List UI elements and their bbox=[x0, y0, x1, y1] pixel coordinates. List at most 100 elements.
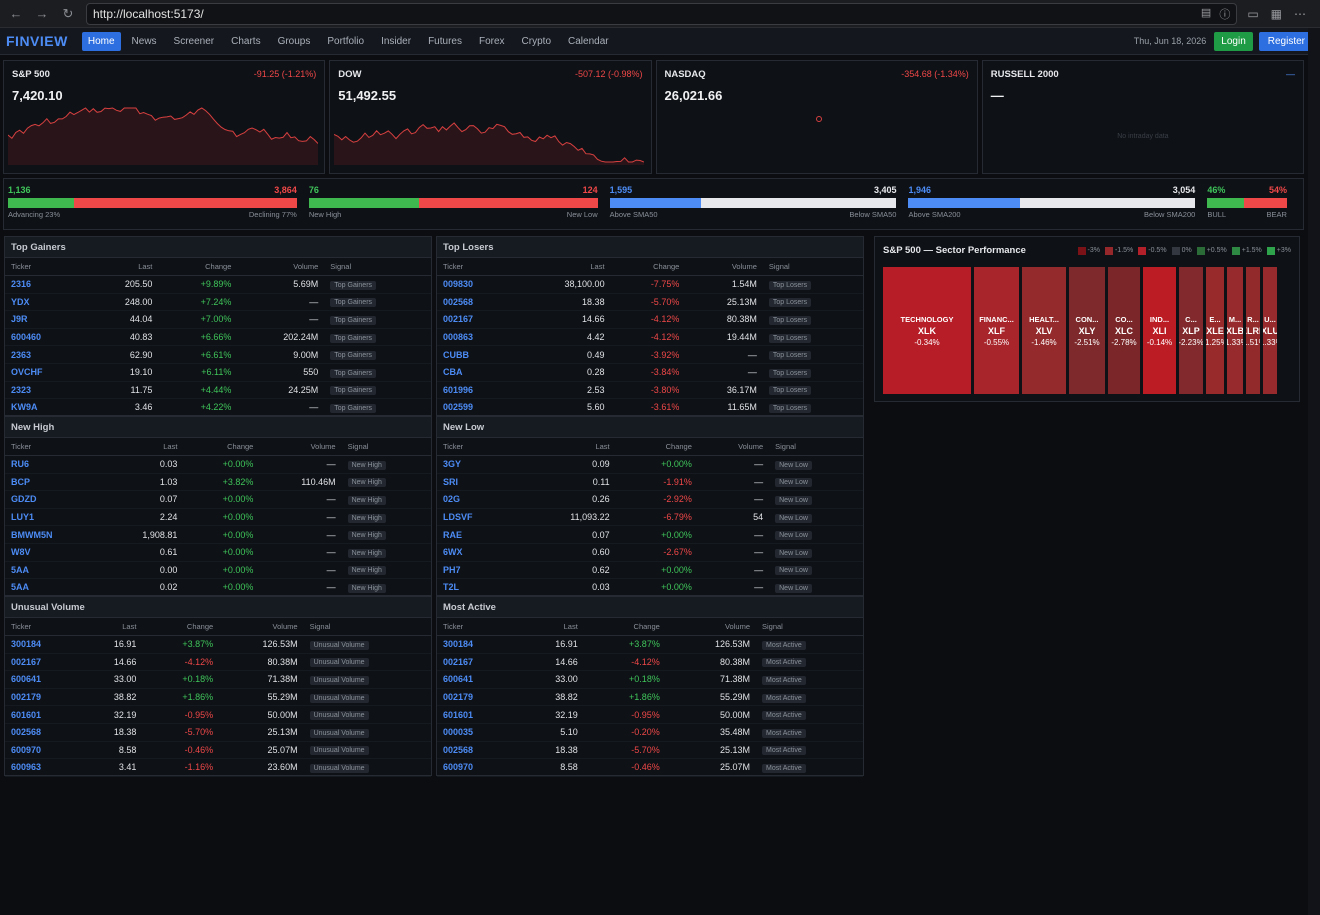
table-row[interactable]: 6WX 0.60 -2.67% — New Low bbox=[437, 543, 863, 562]
table-row[interactable]: 600460 40.83 +6.66% 202.24M Top Gainers bbox=[5, 328, 431, 347]
table-row[interactable]: 2323 11.75 +4.44% 24.25M Top Gainers bbox=[5, 381, 431, 400]
column-header[interactable]: Signal bbox=[303, 618, 431, 636]
table-row[interactable]: 3GY 0.09 +0.00% — New Low bbox=[437, 455, 863, 474]
ticker-link[interactable]: OVCHF bbox=[5, 363, 86, 382]
ticker-link[interactable]: 5AA bbox=[5, 561, 100, 580]
column-header[interactable]: Last bbox=[80, 618, 143, 636]
sector-tile[interactable]: IND... XLI -0.14% bbox=[1143, 267, 1176, 394]
sector-tile[interactable]: CO... XLC -2.78% bbox=[1108, 267, 1140, 394]
column-header[interactable]: Volume bbox=[219, 618, 304, 636]
column-header[interactable]: Volume bbox=[685, 258, 763, 276]
column-header[interactable]: Last bbox=[516, 438, 616, 456]
column-header[interactable]: Signal bbox=[762, 258, 863, 276]
table-row[interactable]: 300184 16.91 +3.87% 126.53M Most Active bbox=[437, 635, 863, 654]
scrollbar[interactable] bbox=[1308, 28, 1320, 915]
ticker-link[interactable]: 600641 bbox=[5, 670, 81, 689]
logo[interactable]: FINVIEW bbox=[6, 33, 68, 49]
ticker-link[interactable]: PH7 bbox=[437, 561, 517, 580]
column-header[interactable]: Change bbox=[615, 438, 698, 456]
nav-link-futures[interactable]: Futures bbox=[428, 35, 462, 47]
ticker-link[interactable]: SRI bbox=[437, 473, 517, 492]
table-row[interactable]: J9R 44.04 +7.00% — Top Gainers bbox=[5, 310, 431, 329]
ticker-link[interactable]: 600970 bbox=[437, 758, 518, 777]
reader-icon[interactable]: ▤ bbox=[1200, 6, 1212, 19]
column-header[interactable]: Volume bbox=[665, 618, 756, 636]
table-row[interactable]: 600963 3.41 -1.16% 23.60M Unusual Volume bbox=[5, 758, 431, 777]
ticker-link[interactable]: RU6 bbox=[5, 455, 100, 474]
column-header[interactable]: Signal bbox=[769, 438, 863, 456]
ticker-link[interactable]: 002167 bbox=[437, 653, 518, 672]
table-row[interactable]: 600641 33.00 +0.18% 71.38M Most Active bbox=[437, 670, 863, 689]
ticker-link[interactable]: 2363 bbox=[5, 345, 86, 364]
ticker-link[interactable]: 600963 bbox=[5, 758, 81, 777]
table-row[interactable]: 002599 5.60 -3.61% 11.65M Top Losers bbox=[437, 398, 863, 417]
info-icon[interactable]: ⓘ bbox=[1219, 8, 1231, 21]
address-bar[interactable]: http://localhost:5173/ ▤ ⓘ bbox=[86, 2, 1238, 25]
table-row[interactable]: 002568 18.38 -5.70% 25.13M Top Losers bbox=[437, 293, 863, 312]
register-button[interactable]: Register bbox=[1258, 31, 1314, 51]
table-row[interactable]: 601601 32.19 -0.95% 50.00M Unusual Volume bbox=[5, 705, 431, 724]
sector-tile[interactable]: E...XLE-1.25% bbox=[1206, 267, 1224, 394]
column-header[interactable]: Ticker bbox=[437, 618, 518, 636]
column-header[interactable]: Signal bbox=[341, 438, 431, 456]
table-row[interactable]: LUY1 2.24 +0.00% — New High bbox=[5, 508, 431, 527]
ticker-link[interactable]: 601601 bbox=[437, 705, 518, 724]
sector-tile[interactable]: R...XLRE-1.51% bbox=[1246, 267, 1260, 394]
index-card[interactable]: S&P 500 7,420.10 -91.25 (-1.21%) bbox=[3, 60, 326, 174]
table-row[interactable]: PH7 0.62 +0.00% — New Low bbox=[437, 561, 863, 580]
nav-link-screener[interactable]: Screener bbox=[173, 35, 215, 47]
ticker-link[interactable]: 009830 bbox=[437, 275, 515, 294]
back-icon[interactable]: ← bbox=[9, 6, 23, 21]
ticker-link[interactable]: W8V bbox=[5, 543, 100, 562]
ticker-link[interactable]: LUY1 bbox=[5, 508, 100, 527]
nav-link-forex[interactable]: Forex bbox=[478, 35, 505, 47]
column-header[interactable]: Ticker bbox=[437, 258, 515, 276]
column-header[interactable]: Last bbox=[99, 438, 184, 456]
cast-icon[interactable]: ▭ bbox=[1247, 6, 1259, 21]
table-row[interactable]: 601601 32.19 -0.95% 50.00M Most Active bbox=[437, 705, 863, 724]
sector-tile[interactable]: U...XLU-1.33% bbox=[1263, 267, 1277, 394]
column-header[interactable]: Ticker bbox=[437, 438, 517, 456]
ticker-link[interactable]: 002599 bbox=[437, 398, 515, 417]
reload-icon[interactable]: ↻ bbox=[62, 5, 74, 21]
nav-link-news[interactable]: News bbox=[131, 35, 157, 47]
ticker-link[interactable]: 2323 bbox=[5, 381, 86, 400]
table-row[interactable]: 5AA 0.00 +0.00% — New High bbox=[5, 561, 431, 580]
ticker-link[interactable]: 2316 bbox=[5, 275, 86, 294]
table-row[interactable]: 600641 33.00 +0.18% 71.38M Unusual Volume bbox=[5, 670, 431, 689]
table-row[interactable]: 2316 205.50 +9.89% 5.69M Top Gainers bbox=[5, 275, 431, 294]
nav-link-calendar[interactable]: Calendar bbox=[568, 35, 609, 47]
ticker-link[interactable]: BMWM5N bbox=[5, 525, 100, 544]
table-row[interactable]: 002167 14.66 -4.12% 80.38M Top Losers bbox=[437, 310, 863, 329]
sector-tile[interactable]: TECHNOLOGY XLK -0.34% bbox=[883, 267, 971, 394]
ticker-link[interactable]: BCP bbox=[5, 473, 100, 492]
table-row[interactable]: T2L 0.03 +0.00% — New Low bbox=[437, 578, 863, 597]
sector-tile[interactable]: C... XLP -2.23% bbox=[1179, 267, 1203, 394]
sector-tile[interactable]: FINANC... XLF -0.55% bbox=[974, 267, 1019, 394]
column-header[interactable]: Change bbox=[583, 618, 666, 636]
ticker-link[interactable]: 601601 bbox=[5, 705, 81, 724]
column-header[interactable]: Volume bbox=[697, 438, 770, 456]
ticker-link[interactable]: 300184 bbox=[5, 635, 81, 654]
column-header[interactable]: Signal bbox=[324, 258, 431, 276]
column-header[interactable]: Change bbox=[610, 258, 686, 276]
table-row[interactable]: 02G 0.26 -2.92% — New Low bbox=[437, 490, 863, 509]
index-card[interactable]: DOW 51,492.55 -507.12 (-0.98%) bbox=[329, 60, 652, 174]
nav-link-insider[interactable]: Insider bbox=[381, 35, 412, 47]
nav-link-crypto[interactable]: Crypto bbox=[521, 35, 551, 47]
table-row[interactable]: YDX 248.00 +7.24% — Top Gainers bbox=[5, 293, 431, 312]
menu-icon[interactable]: ⋯ bbox=[1294, 6, 1306, 21]
ticker-link[interactable]: 002167 bbox=[437, 310, 515, 329]
ticker-link[interactable]: 002179 bbox=[437, 688, 518, 707]
column-header[interactable]: Ticker bbox=[5, 258, 86, 276]
table-row[interactable]: GDZD 0.07 +0.00% — New High bbox=[5, 490, 431, 509]
nav-link-home[interactable]: Home bbox=[81, 31, 121, 51]
table-row[interactable]: 000863 4.42 -4.12% 19.44M Top Losers bbox=[437, 328, 863, 347]
ticker-link[interactable]: 300184 bbox=[437, 635, 518, 654]
ticker-link[interactable]: 002179 bbox=[5, 688, 81, 707]
column-header[interactable]: Signal bbox=[756, 618, 863, 636]
table-row[interactable]: 002568 18.38 -5.70% 25.13M Most Active bbox=[437, 741, 863, 760]
ticker-link[interactable]: 002167 bbox=[5, 653, 81, 672]
column-header[interactable]: Ticker bbox=[5, 438, 100, 456]
table-row[interactable]: 002179 38.82 +1.86% 55.29M Unusual Volume bbox=[5, 688, 431, 707]
